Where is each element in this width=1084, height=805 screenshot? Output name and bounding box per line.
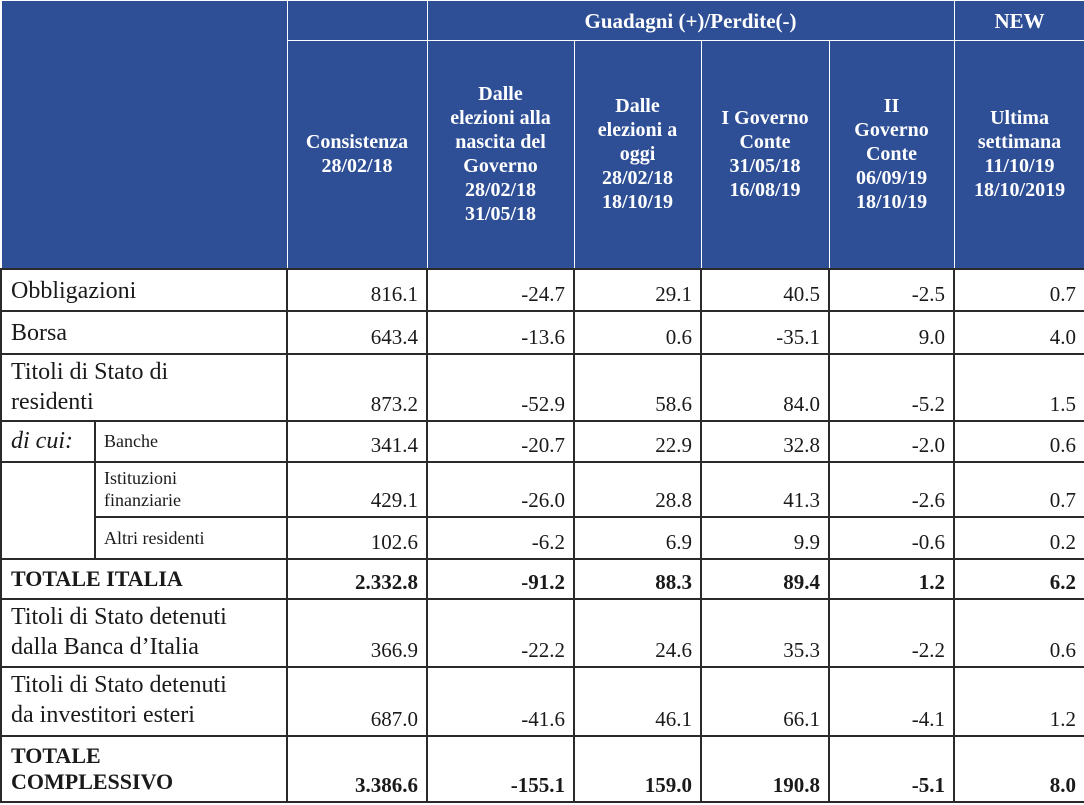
table-row-altri: Altri residenti 102.6 -6.2 6.9 9.9 -0.6 …	[0, 515, 1084, 560]
cell-value: 687.0	[286, 665, 428, 737]
row-label: TOTALE COMPLESSIVO	[0, 734, 288, 804]
cell-value: 0.6	[953, 597, 1084, 668]
header-group-guadagni: Guadagni (+)/Perdite(-)	[426, 0, 955, 41]
cell-value: 4.0	[953, 309, 1084, 355]
cell-value: 9.0	[827, 309, 956, 355]
cell-value: 41.3	[700, 460, 830, 518]
cell-value: 35.3	[700, 597, 830, 668]
cell-value: -5.1	[827, 734, 956, 804]
cell-value: 2.332.8	[286, 557, 428, 600]
cell-value: 89.4	[700, 557, 830, 600]
table-row-obbligazioni: Obbligazioni 816.1 -24.7 29.1 40.5 -2.5 …	[0, 267, 1084, 312]
row-label: Istituzioni finanziarie	[94, 460, 288, 518]
cell-value: -2.5	[827, 267, 956, 312]
row-label: Titoli di Stato detenuti dalla Banca d’I…	[0, 597, 288, 668]
cell-value: 9.9	[700, 515, 830, 560]
cell-value: 643.4	[286, 309, 428, 355]
header-elezioni-oggi: Dalle elezioni a oggi 28/02/18 18/10/19	[573, 40, 702, 269]
cell-value: 29.1	[573, 267, 702, 312]
cell-value: -6.2	[426, 515, 575, 560]
cell-value: 1.5	[953, 352, 1084, 422]
cell-value: -20.7	[426, 419, 575, 463]
header-blank-consistenza	[286, 0, 428, 41]
cell-value: -26.0	[426, 460, 575, 518]
header-blank-cell	[0, 0, 288, 269]
cell-value: 24.6	[573, 597, 702, 668]
row-label: Altri residenti	[94, 515, 288, 560]
cell-value: 0.7	[953, 267, 1084, 312]
cell-value: 429.1	[286, 460, 428, 518]
cell-value: 8.0	[953, 734, 1084, 804]
cell-value: -52.9	[426, 352, 575, 422]
cell-value: 66.1	[700, 665, 830, 737]
table-row-totale-complessivo: TOTALE COMPLESSIVO 3.386.6 -155.1 159.0 …	[0, 734, 1084, 804]
cell-value: -2.6	[827, 460, 956, 518]
table-row-borsa: Borsa 643.4 -13.6 0.6 -35.1 9.0 4.0	[0, 309, 1084, 355]
table-row-esteri: Titoli di Stato detenuti da investitori …	[0, 665, 1084, 737]
cell-value: 22.9	[573, 419, 702, 463]
cell-value: -2.0	[827, 419, 956, 463]
cell-value: 102.6	[286, 515, 428, 560]
row-label: TOTALE ITALIA	[0, 557, 288, 600]
cell-value: 159.0	[573, 734, 702, 804]
cell-value: -155.1	[426, 734, 575, 804]
cell-value: -24.7	[426, 267, 575, 312]
cell-value: 0.7	[953, 460, 1084, 518]
header-new: NEW	[953, 0, 1084, 41]
cell-value: 366.9	[286, 597, 428, 668]
cell-value: 88.3	[573, 557, 702, 600]
cell-value: 190.8	[700, 734, 830, 804]
cell-value: -41.6	[426, 665, 575, 737]
cell-value: -22.2	[426, 597, 575, 668]
table-row-banca-italia: Titoli di Stato detenuti dalla Banca d’I…	[0, 597, 1084, 668]
cell-value: -13.6	[426, 309, 575, 355]
row-label: Titoli di Stato detenuti da investitori …	[0, 665, 288, 737]
row-label: Obbligazioni	[0, 267, 288, 312]
cell-value: 1.2	[827, 557, 956, 600]
cell-value: -35.1	[700, 309, 830, 355]
cell-value: -4.1	[827, 665, 956, 737]
cell-value: 84.0	[700, 352, 830, 422]
cell-value: 873.2	[286, 352, 428, 422]
cell-value: 816.1	[286, 267, 428, 312]
cell-value: -0.6	[827, 515, 956, 560]
cell-value: -91.2	[426, 557, 575, 600]
cell-value: 40.5	[700, 267, 830, 312]
cell-value: 6.2	[953, 557, 1084, 600]
cell-value: -5.2	[827, 352, 956, 422]
cell-value: 0.6	[573, 309, 702, 355]
row-label: Titoli di Stato di residenti	[0, 352, 288, 422]
cell-value: 341.4	[286, 419, 428, 463]
row-label: Banche	[94, 419, 288, 463]
cell-value: 58.6	[573, 352, 702, 422]
table-row-banche: di cui: Banche 341.4 -20.7 22.9 32.8 -2.…	[0, 419, 1084, 463]
table-row-titoli-residenti: Titoli di Stato di residenti 873.2 -52.9…	[0, 352, 1084, 422]
di-cui-label: di cui:	[0, 419, 96, 463]
cell-value: 46.1	[573, 665, 702, 737]
cell-value: 0.6	[953, 419, 1084, 463]
cell-value: 0.2	[953, 515, 1084, 560]
header-elezioni-nascita: Dalle elezioni alla nascita del Governo …	[426, 40, 575, 269]
cell-value: 28.8	[573, 460, 702, 518]
header-consistenza: Consistenza 28/02/18	[286, 40, 428, 269]
cell-value: 1.2	[953, 665, 1084, 737]
cell-value: 32.8	[700, 419, 830, 463]
row-label: Borsa	[0, 309, 288, 355]
header-ultima-settimana: Ultima settimana 11/10/19 18/10/2019	[953, 40, 1084, 269]
table-row-istituzioni: Istituzioni finanziarie 429.1 -26.0 28.8…	[0, 460, 1084, 518]
cell-value: 3.386.6	[286, 734, 428, 804]
cell-value: -2.2	[827, 597, 956, 668]
indent-cell	[0, 516, 96, 559]
header-governo-1: I Governo Conte 31/05/18 16/08/19	[700, 40, 830, 269]
cell-value: 6.9	[573, 515, 702, 560]
header-governo-2: II Governo Conte 06/09/19 18/10/19	[828, 40, 955, 269]
table-row-totale-italia: TOTALE ITALIA 2.332.8 -91.2 88.3 89.4 1.…	[0, 557, 1084, 600]
indent-cell	[0, 461, 96, 517]
